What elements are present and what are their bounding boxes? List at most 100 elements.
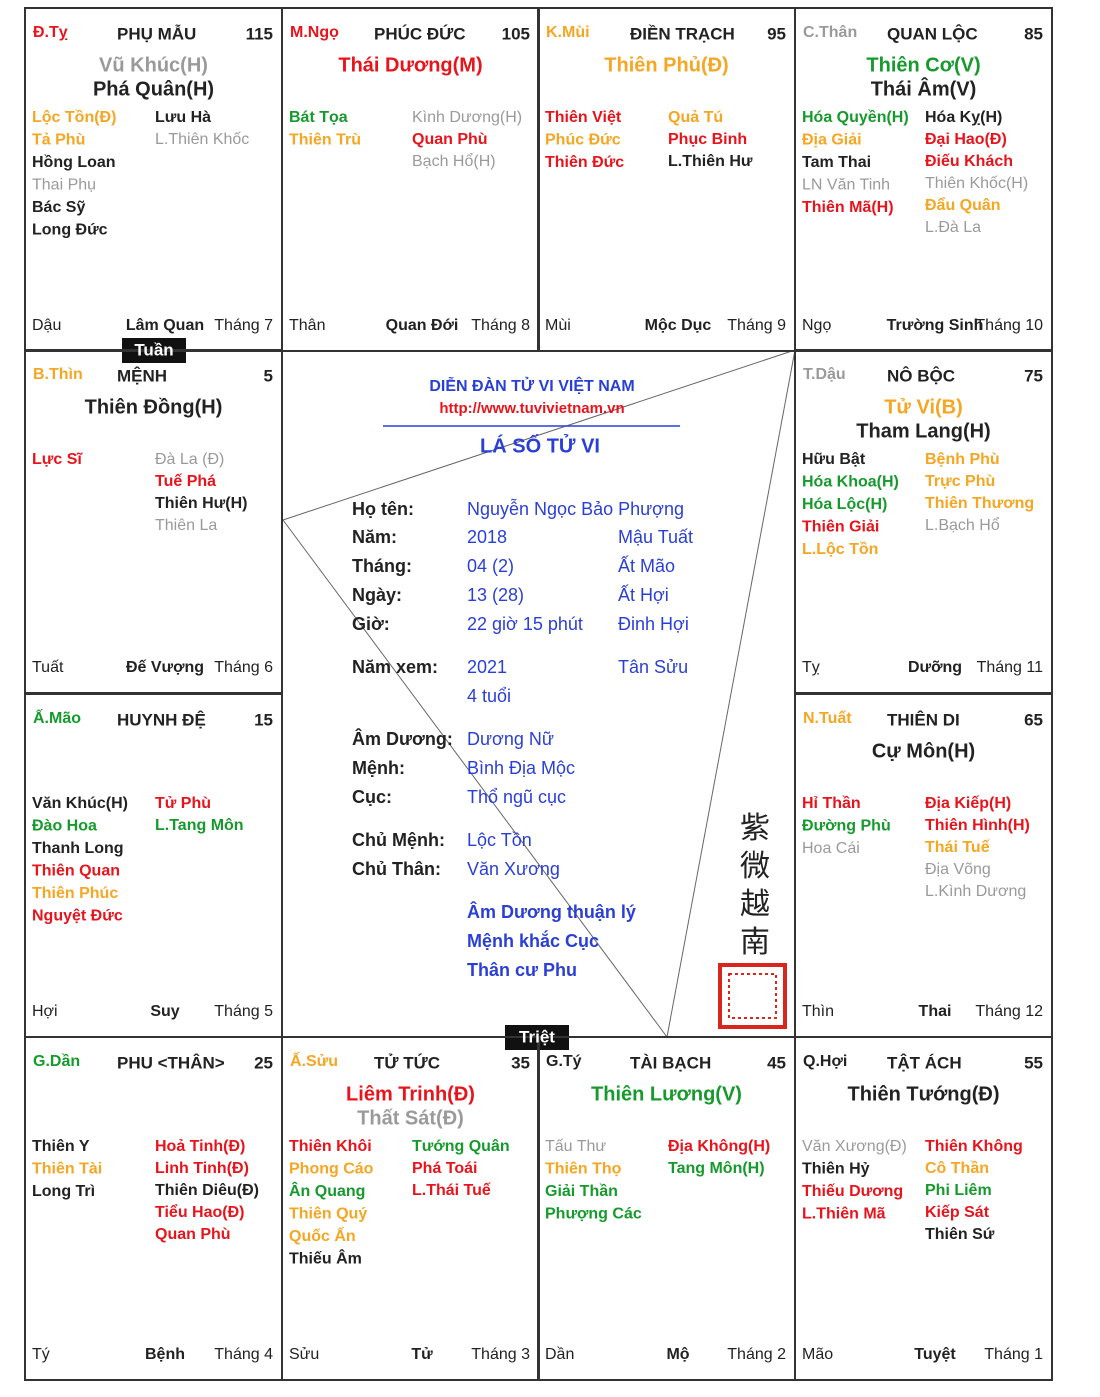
palace-month: Tháng 4 [214, 1346, 273, 1363]
left-star: LN Văn Tinh [802, 177, 890, 194]
left-star: Bác Sỹ [32, 199, 85, 216]
right-star: Đẩu Quân [925, 196, 1001, 214]
palace-month: Tháng 8 [471, 317, 530, 334]
main-star: Tham Lang(H) [856, 420, 990, 442]
left-star: Thiên Việt [545, 109, 622, 126]
right-star: Địa Không(H) [668, 1138, 770, 1155]
palace-name: HUYNH ĐỆ [117, 710, 206, 729]
info-value: Lộc Tồn [467, 830, 532, 850]
main-star: Cự Môn(H) [872, 740, 975, 762]
right-star: Kiếp Sát [925, 1204, 990, 1221]
palace-stage: Thai [919, 1003, 952, 1020]
left-star: Tam Thai [802, 154, 871, 171]
palace-code: G.Tý [546, 1053, 582, 1070]
seal [718, 963, 787, 1029]
left-star: Long Đức [32, 222, 108, 239]
palace-cell [794, 1036, 1053, 1381]
main-star: Thiên Tướng(Đ) [847, 1083, 999, 1105]
right-star: Cô Thần [925, 1160, 989, 1177]
left-star: Hoa Cái [802, 840, 860, 857]
right-star: Quả Tú [668, 109, 723, 126]
main-star: Vũ Khúc(H) [99, 54, 208, 76]
right-star: L.Kình Dương [925, 883, 1026, 900]
right-star: L.Thiên Hư [668, 153, 753, 170]
palace-stage: Đế Vượng [126, 659, 204, 676]
palace-stage: Mộc Dục [645, 317, 712, 334]
left-star: Thai Phụ [32, 177, 96, 194]
palace-number: 25 [254, 1053, 273, 1072]
right-star: Bệnh Phù [925, 451, 1000, 468]
palace-number: 45 [767, 1053, 786, 1072]
right-star: L.Thiên Khốc [155, 131, 249, 148]
palace-branch: Tý [32, 1346, 50, 1363]
right-star: Lưu Hà [155, 109, 211, 126]
palace-month: Tháng 7 [214, 317, 273, 334]
palace-month: Tháng 3 [471, 1346, 530, 1363]
info-extra: Ất Hợi [618, 584, 669, 605]
left-star: Thiên Đức [545, 154, 624, 171]
diagonal [282, 519, 668, 1038]
right-star: Địa Võng [925, 861, 991, 878]
palace-number: 115 [246, 24, 273, 43]
right-star: Tang Môn(H) [668, 1160, 765, 1177]
right-star: Tiểu Hao(Đ) [155, 1203, 244, 1221]
right-star: Thiên Không [925, 1138, 1023, 1155]
palace-name: ĐIỀN TRẠCH [630, 24, 735, 43]
right-star: Hoả Tinh(Đ) [155, 1138, 245, 1155]
seal-char: 南 [740, 925, 770, 960]
seal-pattern [728, 973, 777, 1019]
main-star: Thiên Đồng(H) [85, 396, 223, 418]
palace-name: PHÚC ĐỨC [374, 24, 466, 43]
main-star: Liêm Trinh(Đ) [346, 1083, 475, 1105]
right-star: Thái Tuế [925, 839, 990, 856]
palace-code: Q.Hợi [803, 1053, 847, 1070]
palace-branch: Mão [802, 1346, 833, 1363]
chart-title: LÁ SỐ TỬ VI [480, 433, 600, 457]
info-value: Nguyễn Ngọc Bảo Phượng [467, 498, 684, 519]
left-star: Hồng Loan [32, 154, 116, 171]
info-value: Văn Xương [467, 859, 560, 879]
right-star: Đà La (Đ) [155, 451, 224, 468]
main-star: Thái Âm(V) [871, 76, 977, 100]
palace-name: THIÊN DI [887, 710, 960, 729]
palace-branch: Ngọ [802, 317, 831, 334]
palace-branch: Thân [289, 317, 325, 334]
info-label: Âm Dương: [352, 728, 453, 749]
center-note: Âm Dương thuận lý [467, 901, 636, 922]
left-star: Thiếu Âm [289, 1249, 362, 1268]
seal-char: 越 [740, 887, 770, 922]
info-extra: Ất Mão [618, 555, 675, 576]
main-star: Thiên Cơ(V) [866, 54, 980, 76]
left-star: Thiếu Dương [802, 1183, 903, 1200]
left-star: Hóa Lộc(H) [802, 496, 887, 513]
info-value: 22 giờ 15 phút [467, 614, 583, 634]
forum-url: http://www.tuvivietnam.vn [439, 400, 624, 417]
palace-branch: Tuất [32, 659, 64, 676]
right-star: Kình Dương(H) [412, 109, 522, 126]
info-extra: Đinh Hợi [618, 614, 689, 634]
main-star: Phá Quân(H) [93, 78, 214, 100]
diagonal [666, 349, 796, 1038]
palace-number: 105 [502, 24, 530, 43]
left-star: Giải Thần [545, 1183, 618, 1200]
right-star: L.Bạch Hổ [925, 516, 1000, 534]
left-star: Thiên Khôi [289, 1138, 372, 1155]
palace-branch: Dần [545, 1346, 574, 1363]
palace-name: QUAN LỘC [887, 24, 978, 43]
left-star: Phúc Đức [545, 132, 621, 149]
info-label: Chủ Mệnh: [352, 830, 445, 850]
palace-month: Tháng 12 [975, 1003, 1043, 1020]
info-value: 2021 [467, 657, 507, 677]
info-value: Bình Địa Mộc [467, 758, 575, 778]
left-star: Hóa Quyền(H) [802, 109, 909, 126]
left-star: Văn Khúc(H) [32, 795, 128, 812]
palace-branch: Dậu [32, 317, 61, 334]
right-star: Tuế Phá [155, 473, 216, 490]
left-star: Lộc Tồn(Đ) [32, 109, 116, 126]
info-value: 04 (2) [467, 556, 514, 576]
right-star: Điếu Khách [925, 153, 1013, 170]
right-star: Tử Phù [155, 795, 211, 812]
palace-number: 15 [254, 710, 273, 729]
palace-stage: Dưỡng [908, 659, 962, 676]
